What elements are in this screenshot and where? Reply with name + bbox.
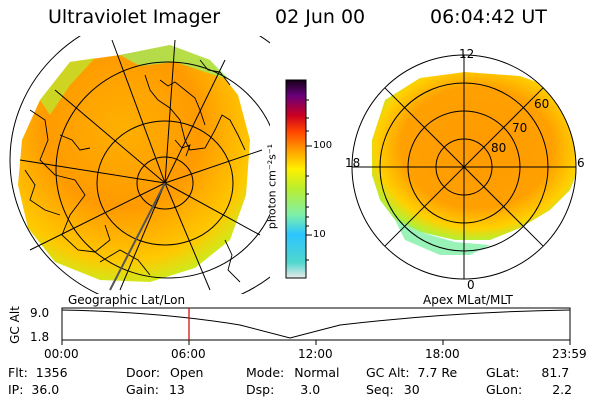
mlat-label-70: 70 [512,121,528,135]
mlat-label-60: 60 [534,97,550,111]
info-door-label: Door: [126,365,161,380]
info-mode-value: Normal [294,365,340,380]
info-glat-label: GLat: [486,365,520,380]
info-gain: Gain: 13 [126,382,185,397]
colorbar [285,79,312,279]
info-ip-label: IP: [8,382,24,397]
date-label: 02 Jun 00 [275,6,366,28]
altitude-plot [61,307,571,345]
info-gain-label: Gain: [126,382,159,397]
info-gain-value: 13 [168,382,185,397]
info-seq: Seq: 30 [366,382,420,397]
info-gcalt-value: 7.7 Re [417,365,458,380]
time-tick-1200: 12:00 [298,347,333,361]
app-title: Ultraviolet Imager [48,6,221,28]
time-tick-0000: 00:00 [44,347,79,361]
info-ip: IP: 36.0 [8,382,59,397]
coastlines [24,59,246,283]
mlat-label-80: 80 [491,141,507,155]
altitude-ytick-max: 9.0 [30,306,50,320]
info-dsp: Dsp: 3.0 [246,382,320,397]
info-mode-label: Mode: [246,365,285,380]
info-ip-value: 36.0 [31,382,60,397]
info-glon-label: GLon: [486,382,523,397]
time-tick-2359: 23:59 [552,347,587,361]
info-glat-value: 81.7 [541,365,570,380]
altitude-curve [61,309,571,339]
auroral-emission-left [18,45,250,282]
time-tick-1800: 18:00 [425,347,460,361]
info-glat: GLat: 81.7 [486,365,569,380]
right-projection-label: Apex MLat/MLT [423,293,513,307]
info-door-value: Open [170,365,204,380]
info-flt-label: Flt: [8,365,28,380]
colorbar-tick-10: 10 [313,229,326,240]
colorbar-gradient [285,79,307,279]
mlt-label-18: 18 [345,156,361,170]
info-dsp-label: Dsp: [246,382,275,397]
info-flt-value: 1356 [35,365,68,380]
magnetic-polar-plot [351,54,577,280]
info-gcalt-label: GC Alt: [366,365,410,380]
altitude-ytick-min: 1.8 [30,330,50,344]
info-seq-value: 30 [403,382,420,397]
info-dsp-value: 3.0 [300,382,321,397]
terminator-line [109,182,166,291]
altitude-ylabel: GC Alt [7,306,22,344]
info-mode: Mode: Normal [246,365,340,380]
auroral-emission-right [372,72,576,240]
colorbar-unit-label: photon cm⁻²s⁻¹ [265,143,279,230]
time-tick-0600: 06:00 [171,347,206,361]
time-label: 06:04:42 UT [430,6,547,28]
mlt-label-6: 6 [577,156,585,170]
mlt-label-0: 0 [467,278,475,292]
info-glon: GLon: 2.2 [486,382,572,397]
colorbar-tick-100: 100 [313,140,333,151]
info-gcalt: GC Alt: 7.7 Re [366,365,457,380]
info-glon-value: 2.2 [552,382,573,397]
info-door: Door: Open [126,365,203,380]
geographic-image [9,36,270,294]
left-projection-label: Geographic Lat/Lon [68,293,186,307]
info-seq-label: Seq: [366,382,394,397]
info-flt: Flt: 1356 [8,365,68,380]
mlt-label-12: 12 [459,47,475,61]
